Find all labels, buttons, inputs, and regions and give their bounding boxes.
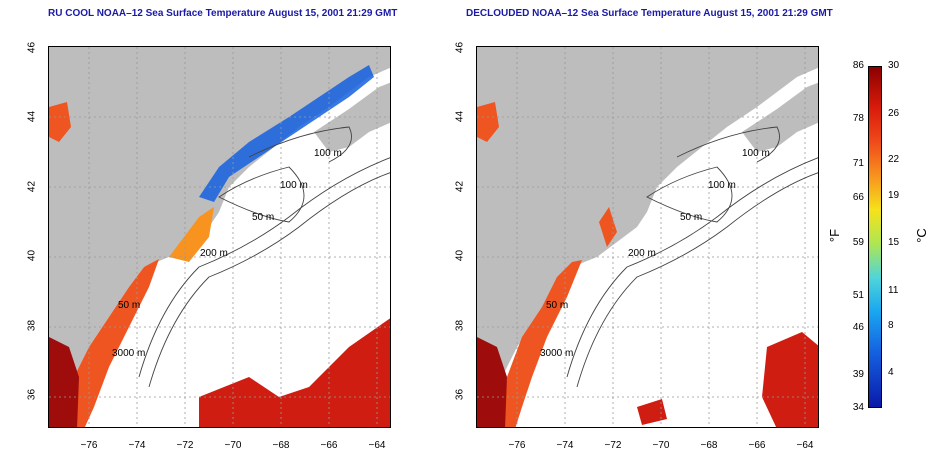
f-tick-34: 34 <box>852 402 864 413</box>
warm-coastal-water <box>502 260 582 427</box>
fahrenheit-unit-label: °F <box>827 228 843 243</box>
right-lon-66: −66 <box>748 440 766 451</box>
left-contour-label-50b: 50 m <box>118 300 141 311</box>
left-lat-46: 46 <box>26 41 38 54</box>
right-contour-label-50b: 50 m <box>546 300 569 311</box>
f-tick-59: 59 <box>852 237 864 248</box>
f-tick-71: 71 <box>852 158 864 169</box>
right-lon-76: −76 <box>508 440 526 451</box>
left-sst-map[interactable] <box>48 46 391 428</box>
warm-coastal-water <box>69 259 159 427</box>
f-tick-39: 39 <box>852 369 864 380</box>
left-lon-64: −64 <box>368 440 386 451</box>
left-lon-74: −74 <box>128 440 146 451</box>
c-tick-4: 4 <box>888 367 894 378</box>
left-lon-72: −72 <box>176 440 194 451</box>
right-contour-label-3000: 3000 m <box>540 348 574 359</box>
right-lat-36: 36 <box>454 388 466 401</box>
hot-south-patch-2 <box>637 399 667 425</box>
land-mass <box>49 47 390 427</box>
cold-shelf-water <box>199 65 374 202</box>
c-tick-30: 30 <box>888 60 900 71</box>
c-tick-26: 26 <box>888 108 900 119</box>
left-contour-label-100b: 100 m <box>280 180 308 191</box>
hot-south-patch <box>762 332 818 427</box>
right-lon-68: −68 <box>700 440 718 451</box>
left-lon-76: −76 <box>80 440 98 451</box>
celsius-unit-label: °C <box>913 228 929 243</box>
left-contour-label-3000: 3000 m <box>112 348 146 359</box>
land-nova-scotia <box>742 82 818 152</box>
cool-band <box>169 207 214 262</box>
right-lon-72: −72 <box>604 440 622 451</box>
left-lon-68: −68 <box>272 440 290 451</box>
f-tick-46: 46 <box>852 322 864 333</box>
left-lat-38: 38 <box>26 319 38 332</box>
temperature-colorbar <box>868 66 882 408</box>
f-tick-86: 86 <box>852 60 864 71</box>
right-lat-46: 46 <box>454 41 466 54</box>
land-mass <box>477 47 818 427</box>
left-lat-40: 40 <box>26 249 38 262</box>
left-lon-66: −66 <box>320 440 338 451</box>
warm-south <box>199 318 390 427</box>
right-sst-map[interactable] <box>476 46 819 428</box>
c-tick-22: 22 <box>888 154 900 165</box>
left-contour-label-50: 50 m <box>252 212 275 223</box>
c-tick-15: 15 <box>888 237 900 248</box>
right-lat-44: 44 <box>454 110 466 123</box>
right-lon-70: −70 <box>652 440 670 451</box>
warm-patch-ne <box>49 102 71 142</box>
land-nova-scotia <box>314 82 390 152</box>
f-tick-51: 51 <box>852 290 864 301</box>
f-tick-78: 78 <box>852 113 864 124</box>
right-lat-38: 38 <box>454 319 466 332</box>
left-lon-70: −70 <box>224 440 242 451</box>
hot-bay-water <box>49 337 79 427</box>
c-tick-8: 8 <box>888 320 894 331</box>
warm-patch-ne <box>477 102 499 142</box>
left-lat-44: 44 <box>26 110 38 123</box>
right-lon-64: −64 <box>796 440 814 451</box>
left-lat-36: 36 <box>26 388 38 401</box>
left-lat-42: 42 <box>26 180 38 193</box>
right-lat-42: 42 <box>454 180 466 193</box>
right-contour-label-200: 200 m <box>628 248 656 259</box>
right-lat-40: 40 <box>454 249 466 262</box>
c-tick-11: 11 <box>888 285 899 296</box>
right-contour-label-100b: 100 m <box>708 180 736 191</box>
warm-plume <box>599 207 617 247</box>
right-contour-label-100a: 100 m <box>742 148 770 159</box>
c-tick-19: 19 <box>888 190 900 201</box>
left-map-title: RU COOL NOAA–12 Sea Surface Temperature … <box>48 8 398 19</box>
right-contour-label-50: 50 m <box>680 212 703 223</box>
f-tick-66: 66 <box>852 192 864 203</box>
left-contour-label-200: 200 m <box>200 248 228 259</box>
hot-bay-water <box>477 337 507 427</box>
right-map-title: DECLOUDED NOAA–12 Sea Surface Temperatur… <box>466 8 833 19</box>
right-lon-74: −74 <box>556 440 574 451</box>
left-contour-label-100a: 100 m <box>314 148 342 159</box>
